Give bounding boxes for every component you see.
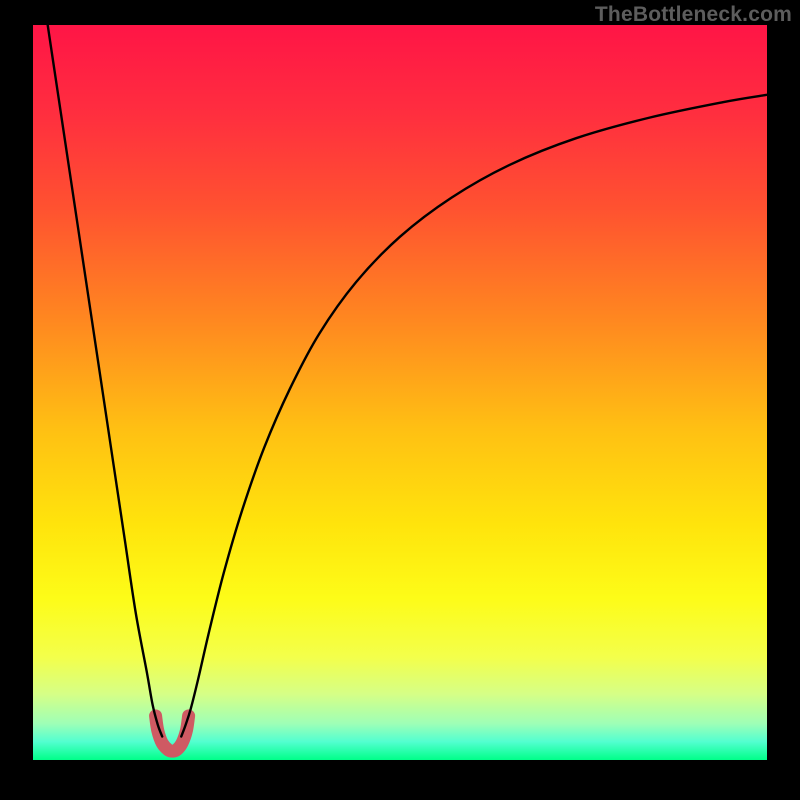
watermark-text: TheBottleneck.com	[595, 3, 792, 27]
chart-svg	[0, 0, 800, 800]
chart-root: TheBottleneck.com	[0, 0, 800, 800]
